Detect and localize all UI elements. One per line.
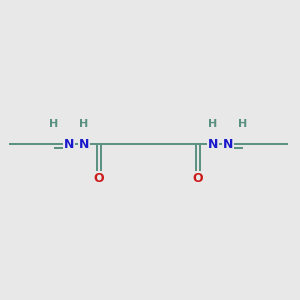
Text: H: H xyxy=(50,118,58,129)
Text: H: H xyxy=(208,118,217,129)
Text: O: O xyxy=(94,172,104,185)
Text: N: N xyxy=(208,137,218,151)
Text: O: O xyxy=(193,172,203,185)
Text: H: H xyxy=(238,118,247,129)
Text: N: N xyxy=(64,137,74,151)
Text: H: H xyxy=(80,118,88,129)
Text: N: N xyxy=(79,137,89,151)
Text: N: N xyxy=(223,137,233,151)
